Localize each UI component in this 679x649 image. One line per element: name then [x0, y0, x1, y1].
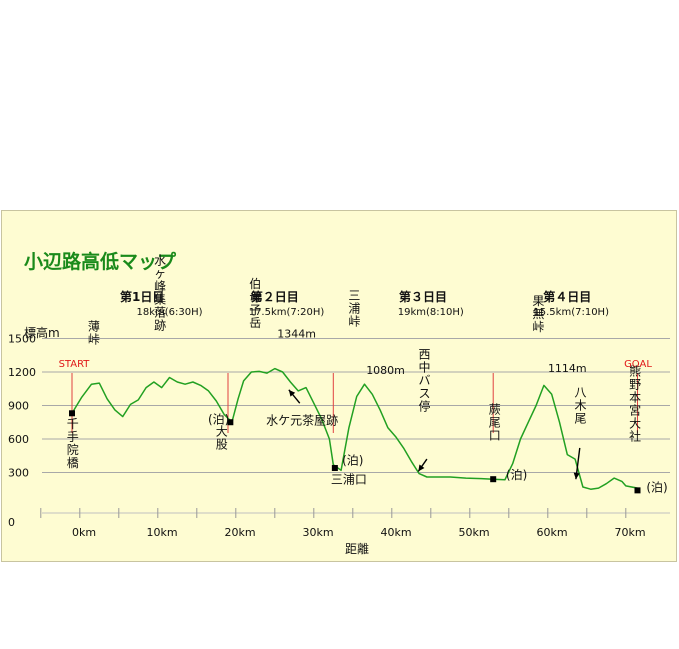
- day-header: 第1日目: [120, 289, 164, 304]
- y-tick-label: 0: [8, 516, 15, 529]
- y-axis-label: 標高m: [24, 325, 60, 340]
- day-distance: 15.5km(7:10H): [533, 307, 609, 318]
- x-tick-label: 40km: [380, 526, 411, 539]
- arrow-head: [573, 472, 580, 480]
- x-tick-label: 60km: [536, 526, 567, 539]
- place-label: 三浦口: [331, 473, 367, 487]
- place-label: 大股: [216, 425, 228, 452]
- elevation-label: 1344m: [277, 327, 316, 340]
- place-label: (泊): [208, 412, 229, 426]
- y-tick-label: 1200: [8, 366, 36, 379]
- point-marker: [490, 476, 497, 483]
- y-tick-label: 1500: [8, 332, 36, 345]
- point-marker: [331, 465, 338, 472]
- x-tick-label: 50km: [458, 526, 489, 539]
- place-label: 水ケ元茶屋跡: [266, 412, 338, 427]
- elevation-line: [71, 367, 638, 490]
- elevation-label: 1080m: [366, 364, 405, 377]
- day-header: 第４日目: [543, 289, 591, 304]
- point-marker: [227, 419, 234, 426]
- place-label: 八木尾: [575, 386, 587, 426]
- place-label: 三浦峠: [348, 288, 360, 328]
- x-tick-label: 70km: [614, 526, 645, 539]
- y-tick-label: 900: [8, 399, 29, 412]
- point-marker: [634, 487, 641, 494]
- place-label: (泊): [342, 454, 363, 468]
- elevation-label: 1114m: [548, 362, 587, 375]
- place-label: 蕨尾口: [489, 402, 501, 442]
- place-label: 伯母子岳: [249, 276, 261, 330]
- place-label: 薄峠: [88, 319, 100, 347]
- place-label: 果無峠: [532, 294, 544, 334]
- day-header: 第３日目: [399, 289, 447, 304]
- x-tick-label: 20km: [224, 526, 255, 539]
- place-label: 西中バス停: [419, 348, 431, 414]
- elevation-chart: 小辺路高低マップ 標高m 距離 START GOAL 0 300 600 900 120…: [8, 250, 670, 556]
- x-tick-label: 0km: [72, 526, 96, 539]
- y-tick-label: 600: [8, 433, 29, 446]
- day-distance: 17.5km(7:20H): [249, 307, 325, 318]
- place-label: (泊): [646, 480, 667, 494]
- arrow-head: [288, 389, 296, 397]
- y-tick-label: 300: [8, 466, 29, 479]
- point-marker: [69, 410, 75, 417]
- day-distance: 19km(8:10H): [398, 307, 464, 318]
- x-tick-label: 30km: [302, 526, 333, 539]
- x-axis-label: 距離: [345, 542, 369, 556]
- chart-panel: 小辺路高低マップ 標高m 距離 START GOAL 0 300 600 900 120…: [1, 210, 677, 562]
- start-label: START: [59, 359, 91, 370]
- goal-label: GOAL: [624, 359, 652, 370]
- place-label: 水ヶ峰集落跡: [154, 254, 166, 333]
- day-distance: 18km(6:30H): [136, 307, 202, 318]
- arrow-head: [418, 464, 425, 472]
- day-header: 第２日目: [251, 289, 299, 304]
- x-tick-label: 10km: [146, 526, 177, 539]
- chart-title: 小辺路高低マップ: [24, 250, 177, 273]
- place-label: (泊): [506, 468, 527, 482]
- place-label: 千手院橋: [67, 417, 79, 470]
- place-label: 熊野本宮大社: [629, 363, 641, 443]
